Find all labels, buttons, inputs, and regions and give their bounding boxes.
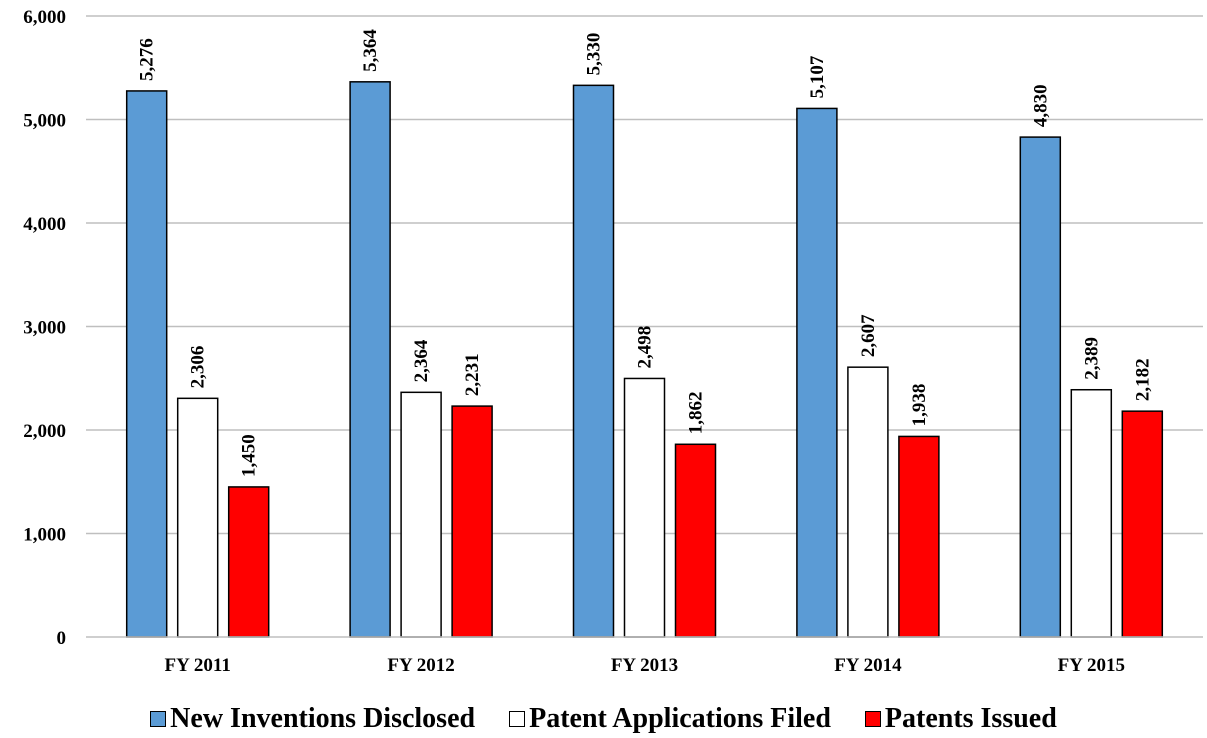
legend-swatch-patents-issued [864,711,881,727]
bar-patents-issued [898,435,940,638]
y-tick-label: 6,000 [23,7,66,28]
data-label-patents-issued: 1,938 [909,384,930,427]
data-label-patents-issued: 2,182 [1132,358,1153,401]
bar-new-inventions [349,81,391,638]
data-labels: 5,276 2,306 1,450 5,364 2,364 2,231 5,330 2,498… [137,29,1154,477]
data-label-patent-applications: 2,389 [1081,337,1102,380]
bars [125,81,1164,638]
bar-patent-applications [400,391,442,638]
bar-patents-issued [674,443,717,638]
bar-chart: 0 1,000 2,000 3,000 4,000 5,000 6,000 5,276 2,3… [23,7,1203,676]
legend-swatch-patent-applications [509,711,526,727]
y-tick-label: 2,000 [23,421,66,442]
y-tick-label: 5,000 [23,111,66,132]
legend-swatch-new-inventions [150,711,167,727]
legend-label-patents-issued: Patents Issued [884,703,1057,734]
data-label-patents-issued: 1,862 [686,392,707,435]
bar-patent-applications [176,397,219,638]
y-tick-label: 0 [57,628,67,649]
data-label-new-inventions: 5,330 [584,33,605,76]
bar-patent-applications [847,366,889,638]
x-tick-label: FY 2014 [834,655,902,676]
bar-patents-issued [451,405,493,638]
y-tick-label: 1,000 [23,525,66,546]
y-tick-label: 4,000 [23,214,66,235]
legend-item-patent-applications: Patent Applications Filed [509,703,831,735]
bar-patents-issued [1121,410,1164,638]
data-label-patent-applications: 2,364 [411,339,432,382]
data-label-patent-applications: 2,306 [188,346,209,389]
y-axis: 0 1,000 2,000 3,000 4,000 5,000 6,000 [23,7,66,649]
x-tick-label: FY 2011 [165,655,231,676]
legend-item-new-inventions: New Inventions Disclosed [150,703,475,735]
bar-patent-applications [1070,388,1113,638]
legend-label-new-inventions: New Inventions Disclosed [170,703,476,734]
bar-new-inventions [796,107,838,638]
data-label-new-inventions: 5,364 [360,29,381,72]
legend-label-patent-applications: Patent Applications Filed [529,703,831,734]
x-axis: FY 2011 FY 2012 FY 2013 FY 2014 FY 2015 [86,636,1203,676]
data-label-patent-applications: 2,607 [858,314,879,357]
bar-new-inventions [1019,136,1062,638]
x-tick-label: FY 2012 [387,655,454,676]
data-label-new-inventions: 4,830 [1030,84,1051,127]
data-label-new-inventions: 5,107 [807,55,828,98]
bar-new-inventions [125,90,168,638]
data-label-new-inventions: 5,276 [137,38,158,81]
data-label-patent-applications: 2,498 [635,326,656,369]
x-tick-label: FY 2015 [1058,655,1125,676]
legend: New Inventions Disclosed Patent Applicat… [0,700,1207,738]
bar-patents-issued [227,486,270,638]
data-label-patents-issued: 2,231 [462,353,483,396]
gridlines [86,15,1203,535]
y-tick-label: 3,000 [23,318,66,339]
bar-patent-applications [623,377,666,638]
x-tick-label: FY 2013 [611,655,678,676]
bar-new-inventions [572,84,615,638]
legend-item-patents-issued: Patents Issued [864,703,1057,735]
data-label-patents-issued: 1,450 [239,434,260,477]
